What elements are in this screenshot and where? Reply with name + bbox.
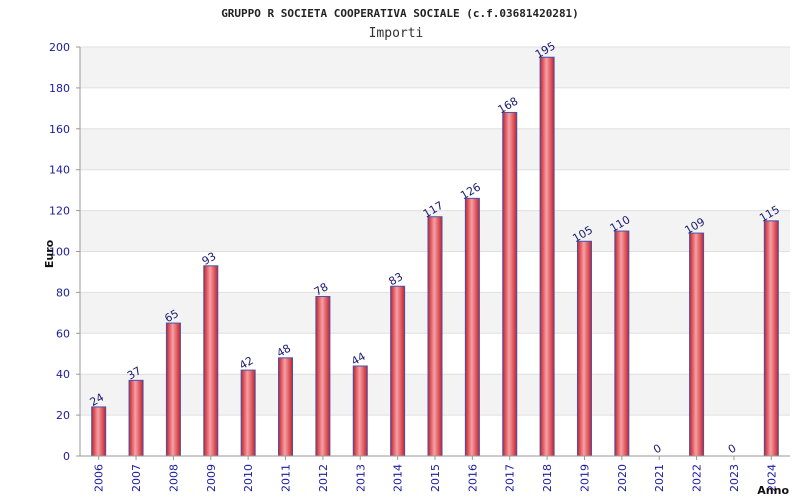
y-tick-label: 100 [49, 246, 70, 259]
value-label-2007: 37 [125, 364, 144, 382]
value-label-2014: 83 [387, 270, 406, 288]
grid-band [80, 47, 790, 88]
y-tick-label: 160 [49, 123, 70, 136]
x-axis-ticks: 2006 2007 2008 2009 2010 2011 2012 2013 2014 2015… [93, 456, 778, 492]
y-tick-label: 20 [56, 409, 70, 422]
y-axis-label: Euro [43, 239, 56, 268]
y-tick-label: 140 [49, 164, 70, 177]
y-tick-label: 60 [56, 327, 70, 340]
bar-2010 [240, 369, 256, 457]
bar-2012 [315, 295, 331, 457]
value-label-2011: 48 [274, 342, 293, 360]
bar-2022 [689, 232, 705, 457]
y-tick-label: 40 [56, 368, 70, 381]
bar-2011 [278, 357, 294, 457]
grid-band [80, 128, 790, 170]
x-tick-label-2022: 2022 [691, 464, 704, 492]
bar-series [91, 56, 779, 457]
value-label-2012: 78 [312, 280, 331, 298]
x-tick-label-2012: 2012 [317, 464, 330, 492]
x-tick-label-2021: 2021 [653, 464, 666, 492]
x-tick-label-2020: 2020 [616, 464, 629, 492]
bar-2017 [502, 111, 518, 457]
y-tick-label: 180 [49, 82, 70, 95]
x-axis-label: Anno [757, 484, 789, 497]
y-tick-label: 0 [63, 450, 70, 463]
y-tick-label: 200 [49, 41, 70, 54]
bar-2015 [427, 216, 443, 457]
x-tick-label-2023: 2023 [728, 464, 741, 492]
x-tick-label-2007: 2007 [130, 464, 143, 492]
bar-2020 [614, 230, 630, 457]
y-tick-label: 120 [49, 205, 70, 218]
value-label-2009: 93 [200, 250, 219, 268]
chart-subtitle: Importi [369, 26, 424, 41]
x-tick-label-2016: 2016 [466, 464, 479, 492]
x-tick-label-2015: 2015 [429, 464, 442, 492]
x-tick-label-2013: 2013 [354, 464, 367, 492]
value-label-2013: 44 [349, 350, 368, 368]
bar-2016 [464, 197, 480, 457]
bar-2014 [390, 285, 406, 457]
value-label-2006: 24 [88, 391, 107, 409]
value-label-2023: 0 [726, 442, 739, 457]
bar-2024 [763, 220, 779, 457]
bar-2009 [203, 265, 219, 457]
x-tick-label-2008: 2008 [167, 464, 180, 492]
x-tick-label-2006: 2006 [93, 464, 106, 492]
x-tick-label-2014: 2014 [392, 464, 405, 492]
value-label-2008: 65 [162, 307, 181, 325]
chart-title: GRUPPO R SOCIETA COOPERATIVA SOCIALE (c.… [221, 7, 579, 20]
y-tick-label: 80 [56, 286, 70, 299]
x-tick-label-2009: 2009 [205, 464, 218, 492]
x-tick-label-2017: 2017 [504, 464, 517, 492]
bar-2008 [165, 322, 181, 457]
value-label-2021: 0 [651, 442, 664, 457]
bar-2019 [576, 240, 592, 457]
value-label-2010: 42 [237, 354, 256, 372]
bar-2013 [352, 365, 368, 457]
bar-2006 [91, 406, 107, 457]
y-axis-ticks: 0 20 40 60 80 100 120 140 160 180 200 [49, 41, 70, 463]
x-tick-label-2011: 2011 [280, 464, 293, 492]
x-tick-label-2018: 2018 [541, 464, 554, 492]
x-tick-label-2019: 2019 [578, 464, 591, 492]
x-tick-label-2024: 2024 [765, 464, 778, 492]
bar-2018 [539, 56, 555, 457]
x-tick-label-2010: 2010 [242, 464, 255, 492]
bar-2007 [128, 379, 144, 457]
